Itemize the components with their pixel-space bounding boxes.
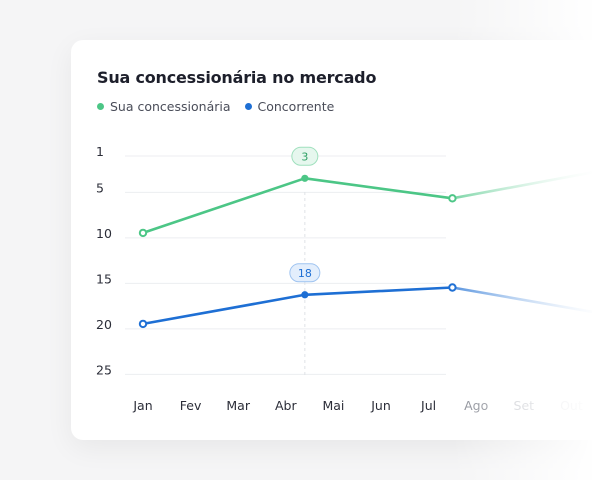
data-point[interactable] xyxy=(138,319,148,329)
legend-dot-concorrente xyxy=(244,103,252,110)
x-tick-label: Jun xyxy=(370,398,391,413)
legend-label-concorrente: Concorrente xyxy=(257,99,335,114)
legend-item-sua-concessionaria: Sua concessionária xyxy=(97,99,231,114)
series-line-0 xyxy=(141,177,454,235)
data-point[interactable] xyxy=(301,291,309,299)
series-line-fade-0 xyxy=(451,171,592,200)
data-point[interactable] xyxy=(301,174,309,182)
value-badge-label: 18 xyxy=(298,267,312,280)
y-tick-label: 25 xyxy=(96,362,112,377)
value-badge xyxy=(289,263,321,283)
x-tick-label: Set xyxy=(514,398,535,413)
data-point[interactable] xyxy=(448,283,457,292)
y-tick-label: 20 xyxy=(96,317,112,332)
y-tick-label: 10 xyxy=(96,226,112,241)
series-line-fade-1 xyxy=(451,286,592,314)
chart-legend: Sua concessionária Concorrente xyxy=(97,99,334,114)
data-point[interactable] xyxy=(448,194,457,203)
value-badge xyxy=(291,146,319,166)
series-line-1 xyxy=(141,286,454,326)
x-tick-label: Abr xyxy=(275,398,297,413)
x-tick-label: Mar xyxy=(226,398,250,413)
y-tick-label: 15 xyxy=(96,271,112,286)
x-tick-label: Jan xyxy=(132,398,152,413)
chart-title: Sua concessionária no mercado xyxy=(97,68,377,87)
x-tick-label: Mai xyxy=(322,398,344,413)
legend-dot-sua-concessionaria xyxy=(97,103,104,110)
data-point[interactable] xyxy=(138,228,148,238)
x-tick-label: Jul xyxy=(420,398,436,413)
x-tick-label: Fev xyxy=(180,398,202,413)
legend-item-concorrente: Concorrente xyxy=(244,99,335,114)
x-tick-label: Ago xyxy=(464,398,488,413)
value-badge-label: 3 xyxy=(301,150,308,163)
x-tick-label: Out xyxy=(560,398,583,413)
legend-label-sua-concessionaria: Sua concessionária xyxy=(110,99,231,114)
y-tick-label: 1 xyxy=(96,144,104,159)
y-tick-label: 5 xyxy=(96,180,104,195)
